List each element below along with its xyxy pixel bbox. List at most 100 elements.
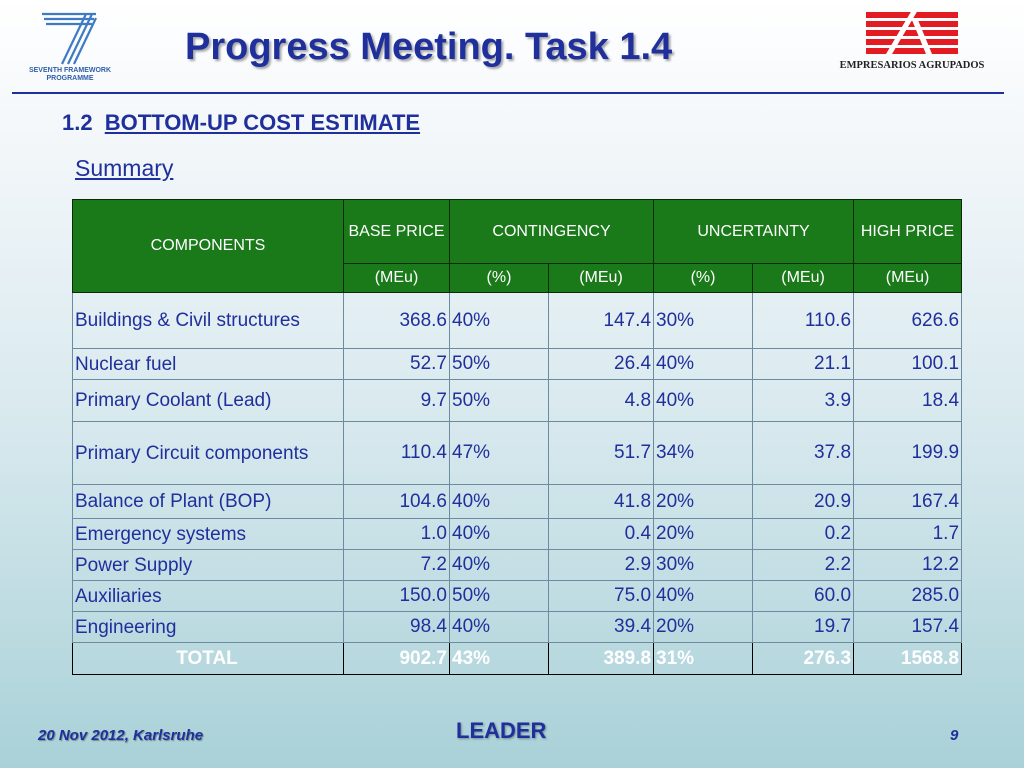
high-price-cell: 285.0 — [853, 580, 963, 612]
uncertainty-pct-cell: 40% — [653, 348, 754, 380]
contingency-pct-cell: 40% — [449, 611, 549, 643]
col-header-contingency: CONTINGENCY — [448, 199, 655, 264]
contingency-meu-cell: 0.4 — [547, 518, 655, 550]
high-price-cell: 100.1 — [853, 348, 963, 380]
total-contingency-pct-cell: 43% — [449, 642, 549, 675]
base-price-cell: 368.6 — [343, 292, 450, 349]
uncertainty-meu-cell: 110.6 — [752, 292, 855, 349]
section-heading: 1.2 BOTTOM-UP COST ESTIMATE — [62, 110, 420, 136]
contingency-meu-cell: 41.8 — [547, 484, 655, 519]
table-row: Auxiliaries 150.0 50% 75.0 40% 60.0 285.… — [72, 580, 963, 612]
col-header-base-price: BASE PRICE — [343, 199, 450, 264]
uncertainty-pct-cell: 20% — [653, 518, 754, 550]
contingency-pct-cell: 50% — [449, 580, 549, 612]
uncertainty-pct-cell: 20% — [653, 611, 754, 643]
component-cell: Emergency systems — [72, 518, 344, 550]
fp7-line1: SEVENTH FRAMEWORK — [29, 67, 111, 74]
base-price-cell: 150.0 — [343, 580, 450, 612]
table-row: Balance of Plant (BOP) 104.6 40% 41.8 20… — [72, 484, 963, 519]
cost-summary-table: COMPONENTS BASE PRICE CONTINGENCY UNCERT… — [72, 199, 963, 675]
contingency-meu-cell: 147.4 — [547, 292, 655, 349]
unit-header: (%) — [449, 263, 549, 293]
uncertainty-meu-cell: 0.2 — [752, 518, 855, 550]
contingency-meu-cell: 75.0 — [547, 580, 655, 612]
footer-project-name: LEADER — [456, 718, 547, 743]
table-row: Emergency systems 1.0 40% 0.4 20% 0.2 1.… — [72, 518, 963, 550]
high-price-cell: 18.4 — [853, 379, 963, 422]
uncertainty-meu-cell: 21.1 — [752, 348, 855, 380]
contingency-pct-cell: 50% — [449, 379, 549, 422]
total-uncertainty-meu-cell: 276.3 — [752, 642, 855, 675]
table-row: Primary Coolant (Lead) 9.7 50% 4.8 40% 3… — [72, 379, 963, 422]
contingency-pct-cell: 50% — [449, 348, 549, 380]
component-cell: Primary Coolant (Lead) — [72, 379, 344, 422]
component-cell: Buildings & Civil structures — [72, 292, 344, 349]
table-row: Primary Circuit components 110.4 47% 51.… — [72, 421, 963, 485]
uncertainty-pct-cell: 30% — [653, 549, 754, 581]
component-cell: Auxiliaries — [72, 580, 344, 612]
ea-logo-text: EMPRESARIOS AGRUPADOS — [839, 60, 985, 71]
uncertainty-meu-cell: 60.0 — [752, 580, 855, 612]
ea-logo: EMPRESARIOS AGRUPADOS — [826, 8, 998, 76]
col-header-components: COMPONENTS — [72, 199, 344, 293]
high-price-cell: 157.4 — [853, 611, 963, 643]
contingency-meu-cell: 26.4 — [547, 348, 655, 380]
uncertainty-pct-cell: 34% — [653, 421, 754, 485]
high-price-cell: 199.9 — [853, 421, 963, 485]
base-price-cell: 52.7 — [343, 348, 450, 380]
component-cell: Power Supply — [72, 549, 344, 581]
uncertainty-meu-cell: 19.7 — [752, 611, 855, 643]
total-base-price-cell: 902.7 — [343, 642, 450, 675]
header-row-1: COMPONENTS BASE PRICE CONTINGENCY UNCERT… — [72, 199, 963, 293]
contingency-pct-cell: 40% — [449, 292, 549, 349]
table-row: Nuclear fuel 52.7 50% 26.4 40% 21.1 100.… — [72, 348, 963, 380]
unit-header: (MEu) — [547, 263, 655, 293]
component-cell: Primary Circuit components — [72, 421, 344, 485]
title-divider — [12, 92, 1004, 94]
footer-date-place: 20 Nov 2012, Karlsruhe — [38, 727, 204, 744]
unit-header: (MEu) — [343, 263, 450, 293]
base-price-cell: 1.0 — [343, 518, 450, 550]
base-price-cell: 110.4 — [343, 421, 450, 485]
col-header-high-price: HIGH PRICE — [853, 199, 963, 264]
uncertainty-meu-cell: 3.9 — [752, 379, 855, 422]
uncertainty-pct-cell: 20% — [653, 484, 754, 519]
fp7-seven-logo-icon: SEVENTH FRAMEWORK PROGRAMME — [29, 12, 111, 82]
table-row: Power Supply 7.2 40% 2.9 30% 2.2 12.2 — [72, 549, 963, 581]
base-price-cell: 9.7 — [343, 379, 450, 422]
contingency-meu-cell: 4.8 — [547, 379, 655, 422]
header-row-2: (MEu) (%) (MEu) (%) (MEu) (MEu) — [73, 263, 963, 293]
component-cell: Balance of Plant (BOP) — [72, 484, 344, 519]
unit-header: (MEu) — [853, 263, 963, 293]
ea-logo-icon — [866, 10, 958, 54]
page-number: 9 — [950, 727, 959, 744]
contingency-pct-cell: 40% — [449, 484, 549, 519]
uncertainty-pct-cell: 30% — [653, 292, 754, 349]
base-price-cell: 98.4 — [343, 611, 450, 643]
base-price-cell: 104.6 — [343, 484, 450, 519]
section-number: 1.2 — [62, 110, 93, 135]
section-title: BOTTOM-UP COST ESTIMATE — [104, 110, 421, 135]
contingency-pct-cell: 40% — [449, 549, 549, 581]
uncertainty-pct-cell: 40% — [653, 580, 754, 612]
component-cell: Engineering — [72, 611, 344, 643]
contingency-meu-cell: 51.7 — [547, 421, 655, 485]
base-price-cell: 7.2 — [343, 549, 450, 581]
uncertainty-pct-cell: 40% — [653, 379, 754, 422]
contingency-meu-cell: 39.4 — [547, 611, 655, 643]
fp7-line2: PROGRAMME — [46, 75, 93, 82]
contingency-pct-cell: 40% — [449, 518, 549, 550]
contingency-meu-cell: 2.9 — [547, 549, 655, 581]
component-cell: Nuclear fuel — [72, 348, 344, 380]
uncertainty-meu-cell: 2.2 — [752, 549, 855, 581]
col-header-uncertainty: UNCERTAINTY — [653, 199, 855, 264]
fp7-logo: SEVENTH FRAMEWORK PROGRAMME — [22, 8, 118, 84]
page-title: Progress Meeting. Task 1.4 — [185, 26, 673, 68]
subsection-heading: Summary — [75, 155, 174, 181]
uncertainty-meu-cell: 20.9 — [752, 484, 855, 519]
high-price-cell: 167.4 — [853, 484, 963, 519]
total-contingency-meu-cell: 389.8 — [547, 642, 655, 675]
total-row: TOTAL 902.7 43% 389.8 31% 276.3 1568.8 — [72, 642, 963, 675]
unit-header: (%) — [653, 263, 754, 293]
uncertainty-meu-cell: 37.8 — [752, 421, 855, 485]
